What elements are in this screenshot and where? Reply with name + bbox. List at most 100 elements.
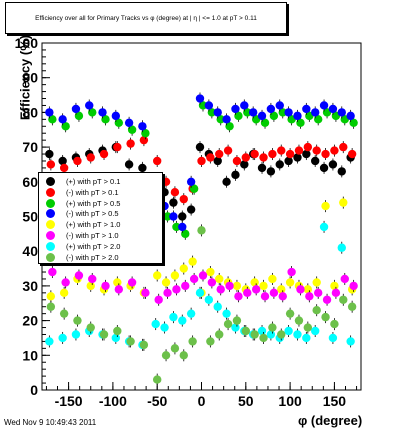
data-point [113,142,122,152]
data-point [61,278,70,287]
data-point [313,288,323,298]
data-point [213,156,222,166]
data-point [178,222,187,232]
data-point [268,323,277,332]
data-point [58,156,67,166]
data-point [303,285,313,294]
legend-marker [46,252,55,262]
data-point [46,292,56,301]
data-point [266,104,276,114]
data-point [241,153,251,162]
data-point [330,319,339,329]
data-point [296,118,305,128]
data-point [71,104,81,114]
data-point [222,309,231,318]
data-point [319,222,329,232]
data-point [285,309,295,318]
data-point [294,146,304,155]
legend-entry: (-) with pT > 1.0 [39,230,162,241]
data-point [169,198,178,207]
x-tick-label: -150 [55,393,83,409]
data-point [74,271,84,280]
y-tick-label: 100 [15,35,39,51]
data-point [303,323,313,332]
data-point [186,309,196,318]
x-tick-label: 100 [278,393,302,409]
data-point [58,333,67,343]
data-point [141,288,150,298]
legend-entry: (+) with pT > 0.1 [39,176,162,187]
data-point [59,163,69,173]
legend-entry: (+) with pT > 1.0 [39,219,162,230]
data-point [207,108,217,117]
data-point [312,278,321,287]
data-point [349,281,358,291]
data-point [139,135,149,145]
y-tick-label: 50 [22,209,38,225]
data-point [231,104,240,114]
data-point [349,118,358,128]
data-point [141,129,150,138]
data-point [337,243,346,252]
data-point [293,330,302,339]
data-point [277,330,286,339]
data-point [127,125,137,134]
data-point [74,111,84,121]
data-point [126,139,135,148]
legend-entry: (-) with pT > 0.5 [39,208,162,219]
data-point [330,146,339,155]
data-point [225,122,234,131]
data-point [278,292,287,301]
data-point [321,312,330,322]
y-tick-label: 80 [22,104,38,120]
y-tick-label: 10 [22,347,38,363]
data-point [310,326,320,336]
data-point [181,229,190,239]
data-point [189,184,199,193]
data-point [58,115,67,124]
legend-label: (+) with pT > 2.0 [66,241,121,251]
data-point [340,274,349,284]
legend-marker [46,220,55,230]
data-point [328,104,338,114]
chart-legend: (+) with pT > 0.1 (-) with pT > 0.1 (+) wi… [38,172,163,264]
data-point [161,351,171,360]
data-point [275,160,284,169]
data-point [204,101,214,110]
data-point [45,337,54,346]
data-point [310,156,320,166]
data-point [322,295,332,304]
data-point [268,149,277,159]
data-point [45,149,54,159]
data-point [337,108,346,117]
data-point [139,340,149,350]
legend-label: (-) with pT > 0.5 [66,209,119,219]
legend-entry: (-) with pT > 2.0 [39,252,162,263]
data-point [215,149,224,159]
data-point [240,101,249,110]
data-point [346,337,355,346]
data-point [312,146,321,155]
data-point [275,101,284,110]
data-point [154,295,163,304]
data-point [225,281,234,291]
legend-entry: (-) with pT > 0.1 [39,187,162,198]
data-point [321,201,330,211]
data-point [111,333,121,343]
data-point [346,111,355,121]
data-point [161,177,171,186]
data-point [169,212,178,221]
data-point [331,288,341,298]
legend-marker [46,231,55,240]
data-point [179,264,188,273]
data-point [170,188,180,197]
data-point [231,323,240,332]
x-tick-label: 50 [238,393,254,409]
data-point [223,146,233,155]
data-point [216,115,225,124]
data-point [293,111,302,121]
data-point [198,101,208,110]
legend-marker [46,198,55,208]
data-point [45,108,54,117]
data-point [269,288,279,298]
